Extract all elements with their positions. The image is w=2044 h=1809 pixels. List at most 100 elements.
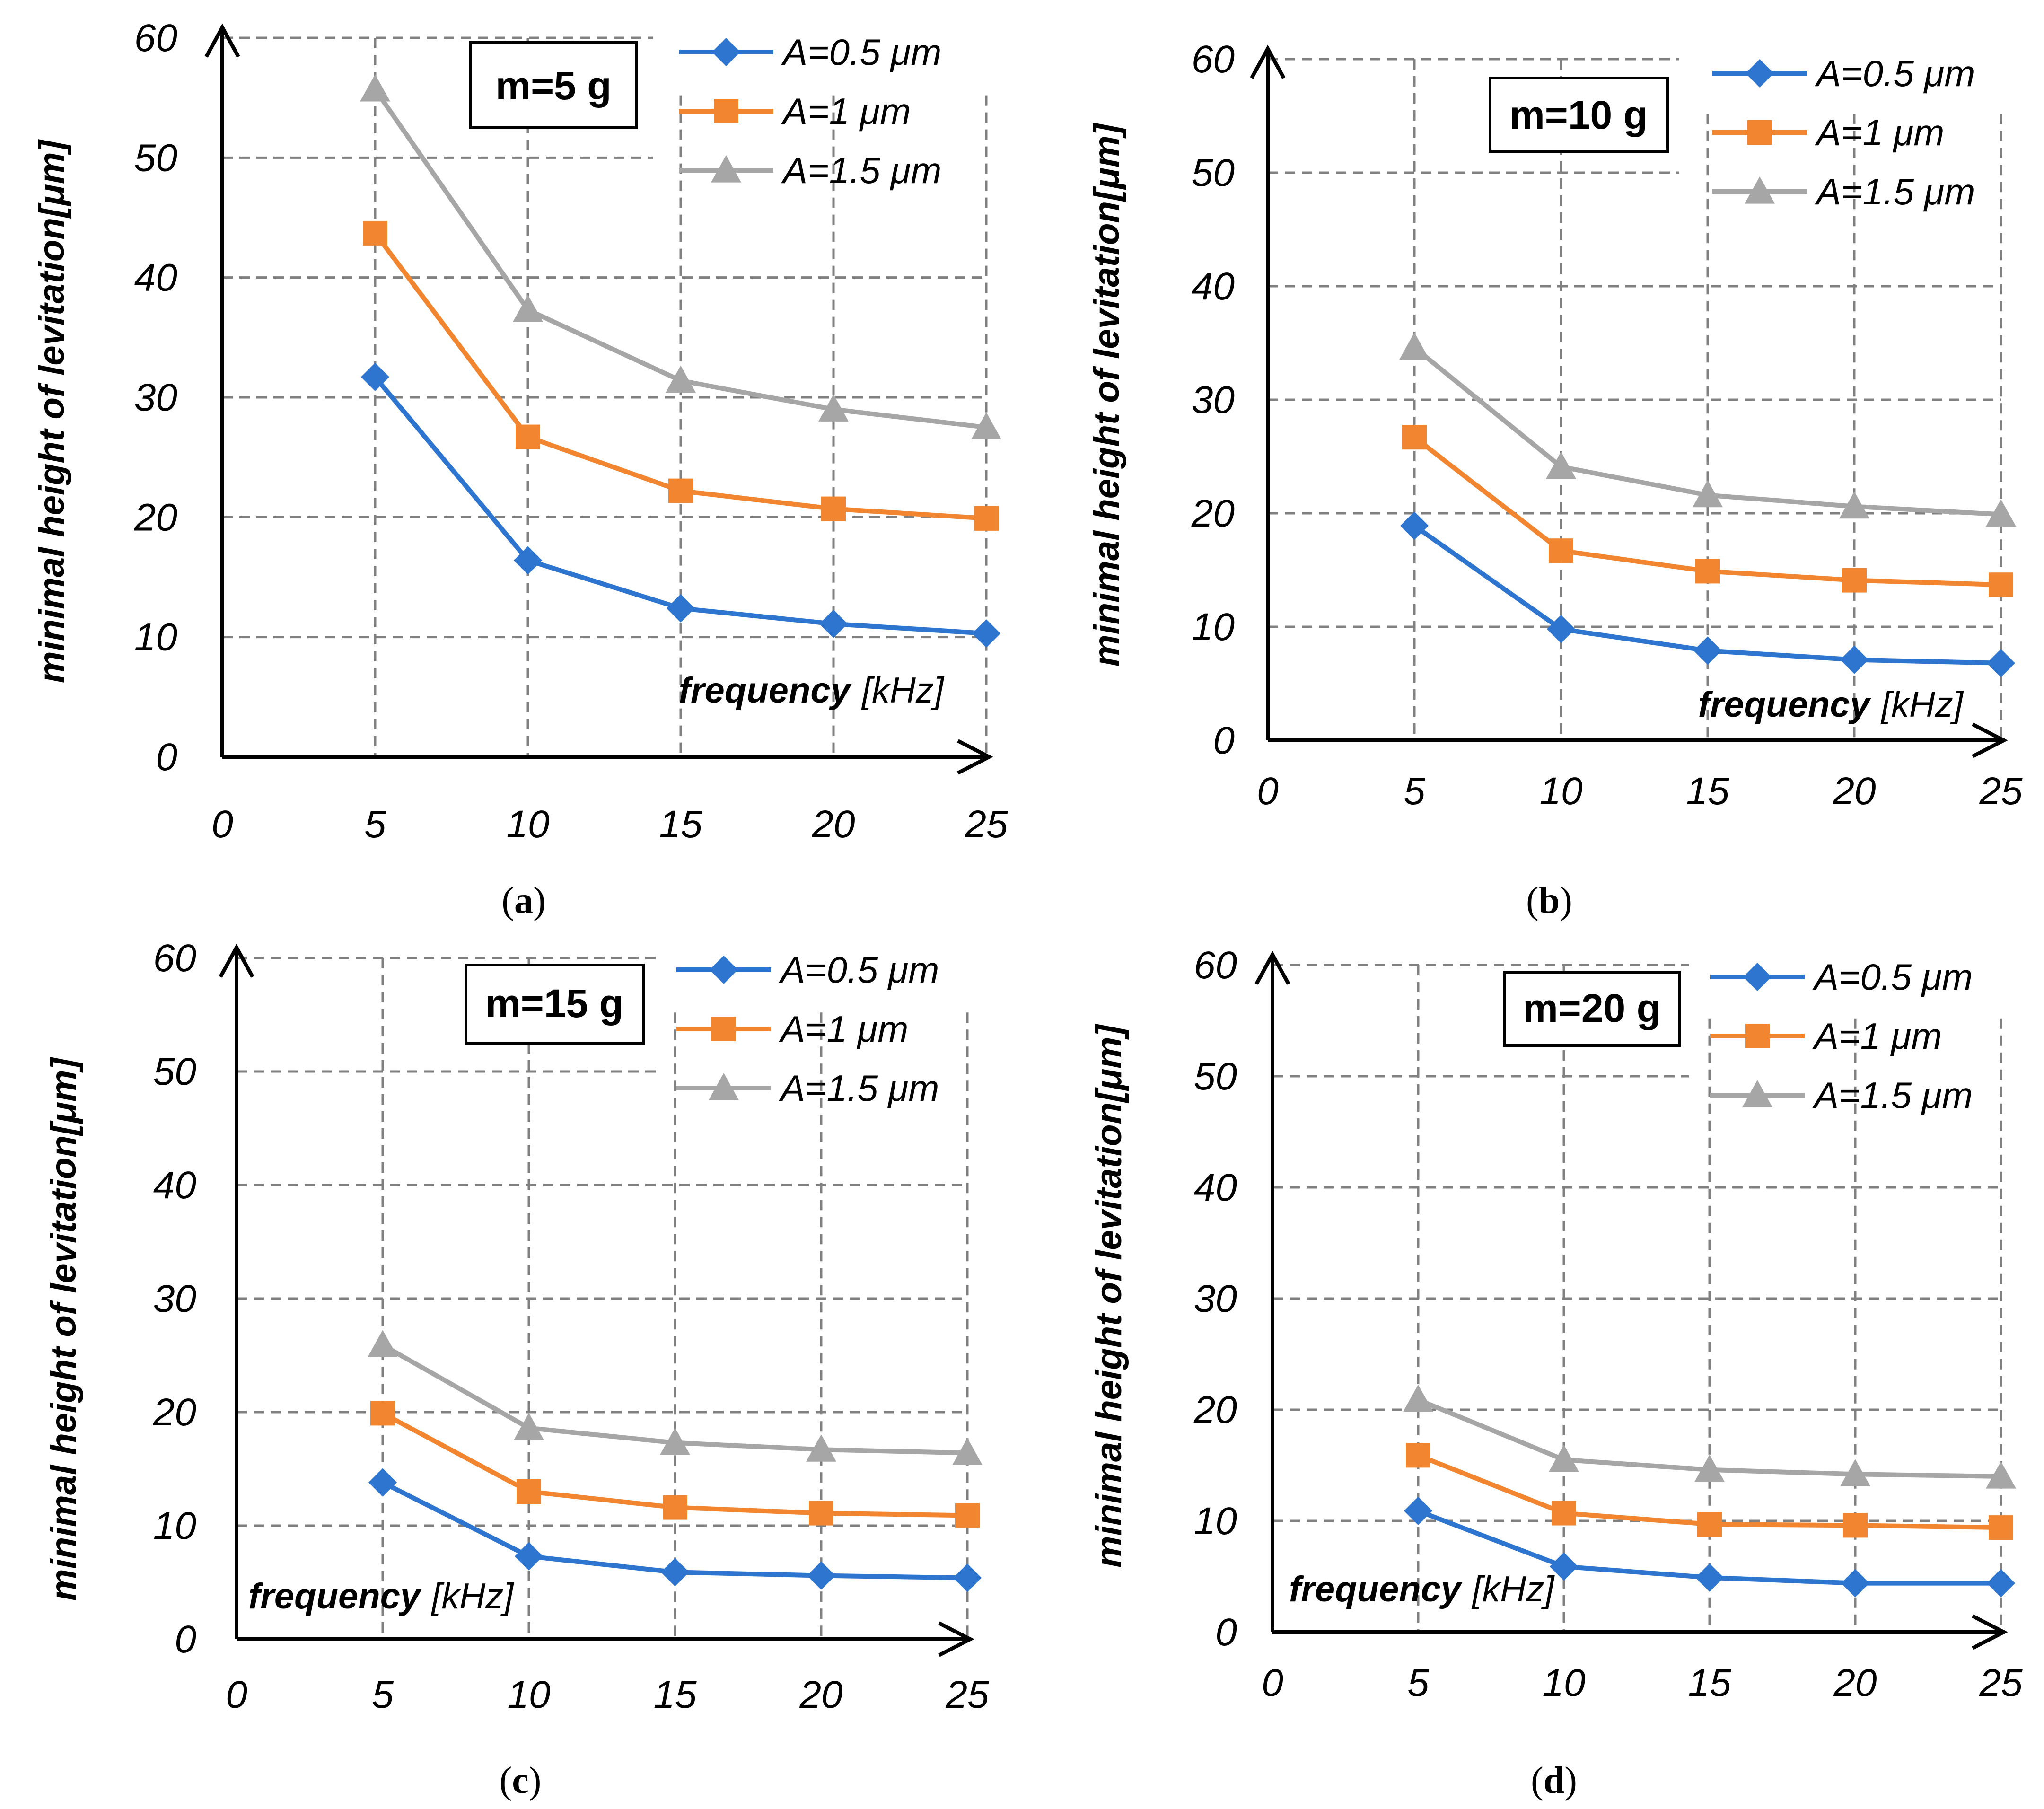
panel-b-x-axis-label-unit: [kHz] xyxy=(1880,685,1964,725)
panel-b-series-0-point-2 xyxy=(1693,636,1722,665)
panel-d-series-2-point-0 xyxy=(1403,1384,1433,1412)
panel-d-legend-item-0: A=0.5 μm xyxy=(1710,956,1973,998)
panel-c-y-tick-20: 20 xyxy=(153,1391,196,1434)
panel-d-y-tick-30: 30 xyxy=(1194,1277,1237,1320)
panel-c-legend-label-2: A=1.5 μm xyxy=(779,1067,939,1109)
panel-b-mass-label: m=10 g xyxy=(1509,93,1648,137)
panel-c-y-tick-10: 10 xyxy=(153,1504,196,1547)
panel-c-series-1-point-1 xyxy=(517,1479,541,1504)
panel-c-y-tick-40: 40 xyxy=(153,1164,196,1207)
panel-b-axes xyxy=(1250,44,2008,758)
panel-d-legend-swatch-marker-2 xyxy=(1742,1080,1772,1107)
panel-c-y-tick-0: 0 xyxy=(175,1618,196,1661)
panel-d-mass-label: m=20 g xyxy=(1523,986,1661,1030)
panel-d-caption-letter: d xyxy=(1544,1760,1565,1801)
panel-a-y-tick-20: 20 xyxy=(134,496,177,539)
panel-b-y-axis-label: minimal height of levitation[μm] xyxy=(1087,122,1127,667)
panel-a-series-2 xyxy=(360,74,1001,439)
panel-b-series-1-point-3 xyxy=(1842,568,1867,593)
panel-a-y-tick-60: 60 xyxy=(134,17,177,60)
panel-a-x-tick-0: 0 xyxy=(211,803,233,846)
panel-c-x-tick-20: 20 xyxy=(799,1673,842,1716)
panel-d-series-0-point-1 xyxy=(1550,1552,1578,1581)
panel-d-y-tick-20: 20 xyxy=(1193,1388,1237,1431)
panel-d-series-1-point-0 xyxy=(1406,1443,1430,1468)
panel-d-legend-swatch-marker-0 xyxy=(1743,963,1772,991)
panel-d-y-tick-10: 10 xyxy=(1194,1500,1237,1543)
panel-d-series-1 xyxy=(1406,1443,2013,1540)
panel-b-y-tick-10: 10 xyxy=(1192,606,1235,649)
panel-a-series-0-point-2 xyxy=(667,594,695,623)
panel-d-series-2 xyxy=(1403,1384,2016,1489)
panel-d-x-tick-15: 15 xyxy=(1688,1661,1731,1704)
panel-b-series-2-point-2 xyxy=(1693,480,1723,508)
panel-a-x-axis-label-unit: [kHz] xyxy=(861,670,945,711)
panel-b-series-0-point-1 xyxy=(1547,615,1575,643)
panel-a-series-2-point-4 xyxy=(971,412,1001,439)
panel-c-series-0-point-0 xyxy=(368,1468,397,1497)
panel-d-legend: A=0.5 μm A=1 μm A=1.5 μm xyxy=(1710,956,1973,1116)
panel-b-x-tick-5: 5 xyxy=(1404,770,1425,813)
panel-d-x-axis-label-unit: [kHz] xyxy=(1471,1569,1555,1609)
panel-c-series-0-point-4 xyxy=(953,1563,982,1592)
panel-a-legend-label-1: A=1 μm xyxy=(781,90,911,132)
panel-d-series-2-point-1 xyxy=(1549,1444,1579,1472)
panel-c-y-tick-60: 60 xyxy=(153,937,196,980)
panel-c-x-tick-15: 15 xyxy=(653,1673,697,1716)
panel-a-y-tick-0: 0 xyxy=(156,736,177,779)
panel-d-series-1-point-4 xyxy=(1989,1515,2013,1540)
panel-c-legend-item-2: A=1.5 μm xyxy=(676,1067,939,1109)
panel-c-x-axis-label-unit: [kHz] xyxy=(430,1576,514,1616)
panel-d-series-2-point-3 xyxy=(1840,1459,1870,1486)
panel-c-series-2-point-0 xyxy=(368,1330,398,1357)
panel-a-mass-label: m=5 g xyxy=(495,63,611,108)
panel-c-legend-label-1: A=1 μm xyxy=(779,1008,908,1050)
panel-c-axes xyxy=(219,943,974,1657)
panel-d-x-axis-label: frequency [kHz] xyxy=(1289,1569,1555,1609)
panel-c-series-2-point-3 xyxy=(806,1434,836,1462)
panel-a-legend-item-1: A=1 μm xyxy=(679,90,911,132)
panel-a-caption-letter: a xyxy=(514,880,533,922)
panel-b-legend-label-2: A=1.5 μm xyxy=(1815,171,1975,212)
panel-c: 0 5 10 15 20 25 0 10 20 30 40 50 60 minimal height … xyxy=(44,937,989,1801)
panel-b-y-tick-50: 50 xyxy=(1192,151,1235,194)
panel-c-legend-item-0: A=0.5 μm xyxy=(676,949,939,991)
panel-d-series xyxy=(1403,1384,2016,1598)
panel-a-mass-box xyxy=(469,41,638,129)
panel-a-y-tick-50: 50 xyxy=(134,136,177,179)
panel-a-series-2-point-2 xyxy=(666,365,696,393)
panel-b-series-1-point-0 xyxy=(1402,425,1427,450)
panel-a-axes xyxy=(204,23,993,775)
panel-c-y-tick-50: 50 xyxy=(153,1050,196,1093)
panel-a-y-axis-label: minimal height of levitation[μm] xyxy=(32,139,72,683)
panel-b-y-tick-40: 40 xyxy=(1192,265,1235,308)
panel-b-y-tick-0: 0 xyxy=(1213,719,1235,762)
panel-c-series-0-point-3 xyxy=(807,1561,835,1590)
panel-b-x-tick-15: 15 xyxy=(1686,770,1729,813)
panel-c-x-axis-label: frequency [kHz] xyxy=(248,1576,514,1616)
panel-a-x-tick-15: 15 xyxy=(659,803,702,846)
panel-a-x-tick-10: 10 xyxy=(506,803,549,846)
panel-b-y-tick-60: 60 xyxy=(1192,38,1235,81)
panel-a-y-tick-30: 30 xyxy=(134,376,177,419)
panel-d-series-1-point-2 xyxy=(1697,1512,1722,1537)
panel-b-legend-swatch-marker-2 xyxy=(1745,176,1775,204)
panel-a-legend-swatch-marker-2 xyxy=(711,155,741,183)
panel-c-x-ticks: 0 5 10 15 20 25 xyxy=(226,1673,989,1716)
panel-d-series-2-point-2 xyxy=(1694,1454,1725,1482)
panel-a-grid xyxy=(222,36,988,757)
panel-a-legend-item-2: A=1.5 μm xyxy=(679,149,941,191)
panel-b-legend-swatch-marker-0 xyxy=(1746,59,1774,88)
panel-b-legend: A=0.5 μm A=1 μm A=1.5 μm xyxy=(1712,53,1975,212)
panel-c-legend: A=0.5 μm A=1 μm A=1.5 μm xyxy=(676,949,939,1109)
panel-c-grid xyxy=(237,957,969,1639)
panel-c-legend-swatch-marker-1 xyxy=(711,1017,736,1041)
panel-a-series-0-point-0 xyxy=(361,362,389,391)
panel-d-axes xyxy=(1254,950,2008,1650)
panel-c-caption: (c) xyxy=(500,1760,542,1801)
panel-b-series-2-point-0 xyxy=(1399,332,1430,360)
panel-c-series-2-point-1 xyxy=(514,1413,544,1440)
panel-b-series-0-point-0 xyxy=(1400,511,1429,540)
panel-d-legend-label-1: A=1 μm xyxy=(1812,1015,1942,1057)
